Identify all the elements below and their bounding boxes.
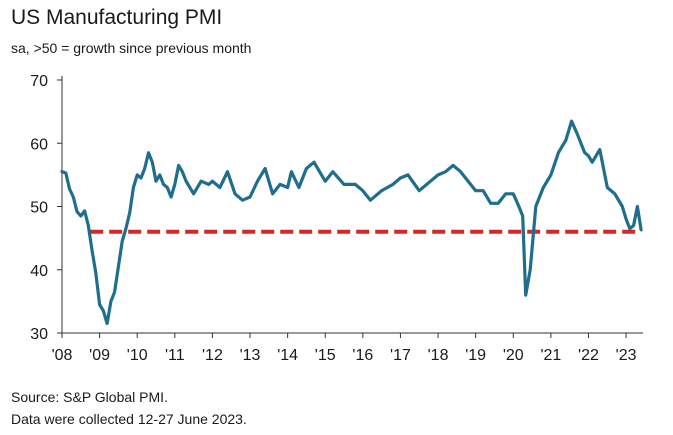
x-tick-label: '13 bbox=[240, 347, 261, 364]
x-tick-label: '20 bbox=[503, 347, 524, 364]
x-tick-label: '23 bbox=[616, 347, 637, 364]
chart-subtitle: sa, >50 = growth since previous month bbox=[11, 40, 252, 56]
series-lines bbox=[60, 119, 643, 326]
y-tick-label: 30 bbox=[30, 326, 48, 343]
collection-note: Data were collected 12-27 June 2023. bbox=[11, 411, 247, 427]
x-tick-label: '21 bbox=[540, 347, 561, 364]
y-tick-label: 70 bbox=[30, 73, 48, 90]
x-tick-label: '15 bbox=[315, 347, 336, 364]
x-tick-label: '16 bbox=[352, 347, 373, 364]
source-note: Source: S&P Global PMI. bbox=[11, 389, 168, 405]
x-tick-label: '10 bbox=[127, 347, 148, 364]
x-tick-label: '14 bbox=[277, 347, 298, 364]
x-tick-labels: '08 '09 '10 '11 '12 '13 '14 '15 '16 '17 '18 '19 '20 '… bbox=[52, 333, 637, 364]
x-tick-label: '18 bbox=[428, 347, 449, 364]
y-tick-label: 40 bbox=[30, 263, 48, 280]
x-tick-label: '12 bbox=[202, 347, 223, 364]
x-tick-label: '08 bbox=[52, 347, 73, 364]
chart-title: US Manufacturing PMI bbox=[11, 6, 223, 29]
x-tick-label: '11 bbox=[165, 347, 185, 364]
chart-axes bbox=[61, 76, 643, 334]
y-tick-label: 60 bbox=[30, 136, 48, 153]
x-tick-label: '22 bbox=[578, 347, 599, 364]
y-tick-label: 50 bbox=[30, 200, 48, 217]
x-tick-label: '09 bbox=[89, 347, 110, 364]
pmi-series-line bbox=[60, 119, 643, 326]
x-tick-label: '19 bbox=[465, 347, 486, 364]
y-tick-labels: 30 40 50 60 70 bbox=[30, 73, 62, 343]
x-tick-label: '17 bbox=[390, 347, 411, 364]
